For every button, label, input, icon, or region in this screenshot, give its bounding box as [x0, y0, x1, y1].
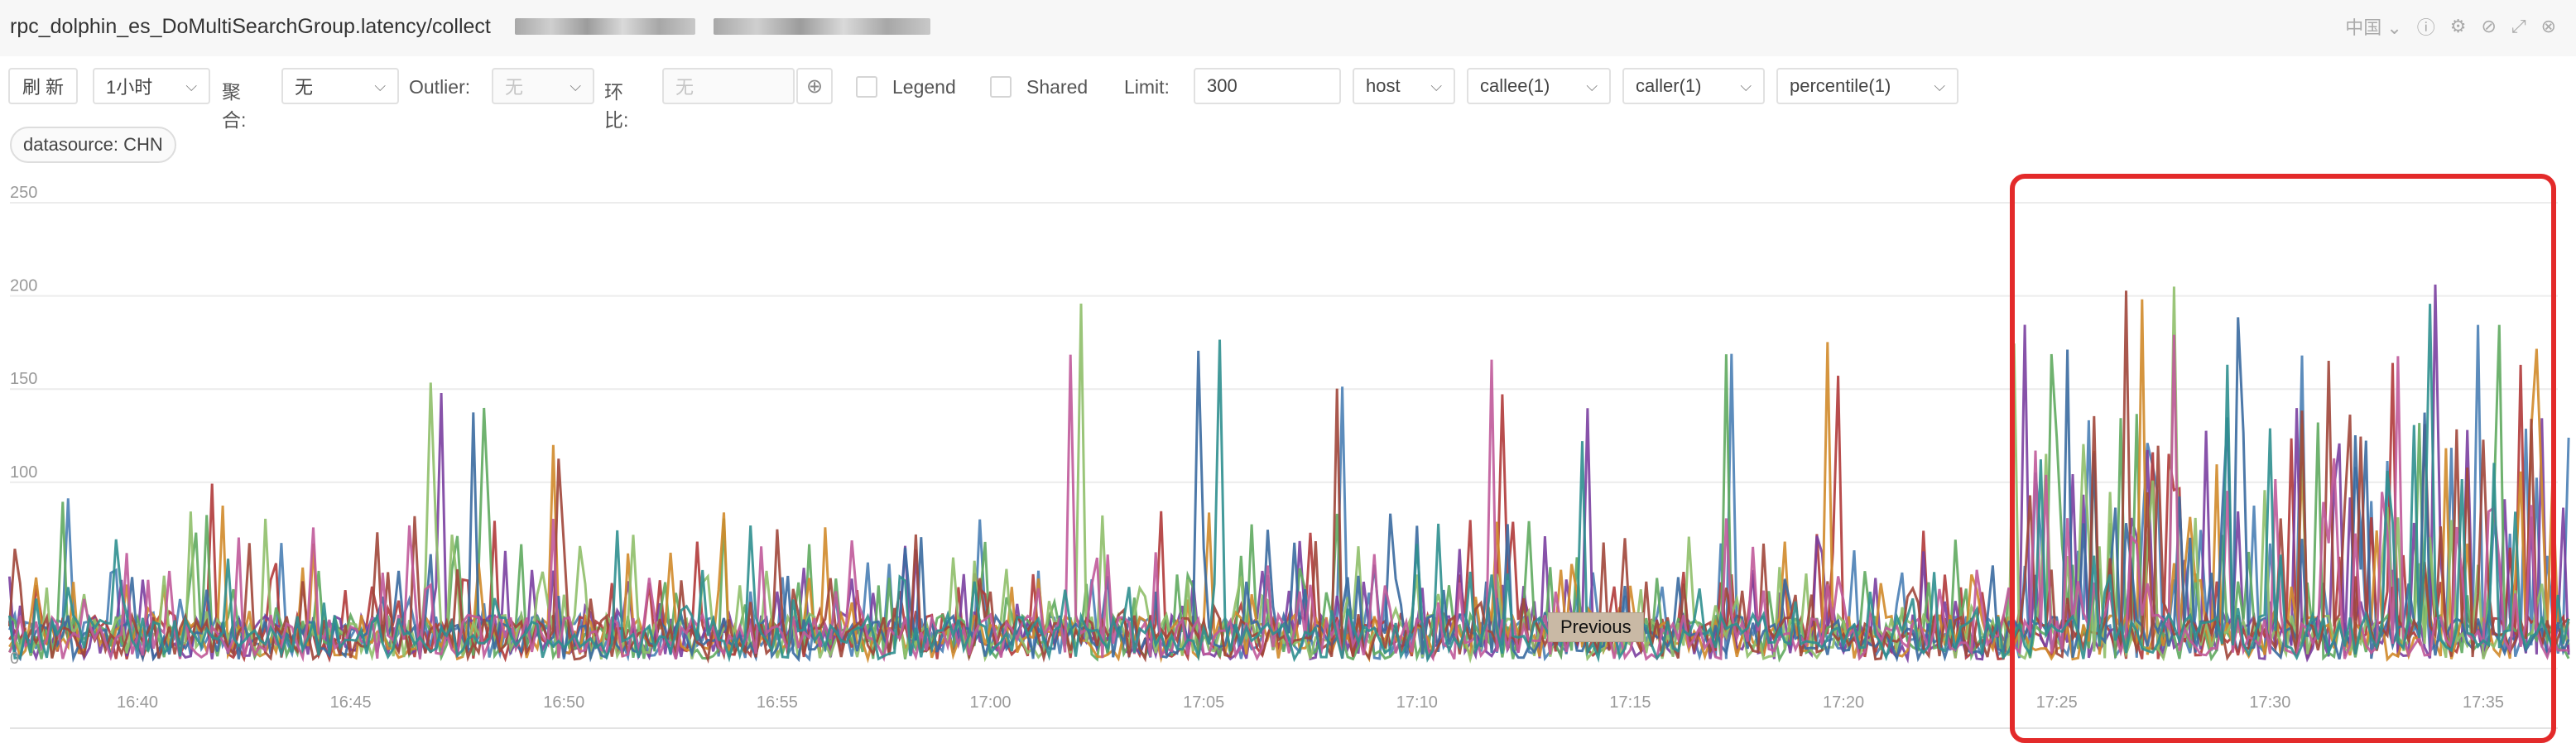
- x-tick-label: 17:15: [1609, 693, 1651, 712]
- filter-chip[interactable]: datasource: CHN: [10, 127, 176, 163]
- aggregation-label: 聚合:: [222, 81, 247, 131]
- x-tick-label: 17:35: [2463, 693, 2504, 712]
- chevron-down-icon: ⌵: [570, 77, 581, 94]
- y-tick-label: 150: [10, 370, 37, 388]
- chevron-down-icon: ⌵: [1740, 77, 1752, 94]
- limit-input[interactable]: 300: [1194, 68, 1341, 104]
- x-tick-label: 17:20: [1823, 693, 1864, 712]
- compare-input[interactable]: 无: [662, 68, 795, 104]
- series-line: [8, 334, 2569, 663]
- outlier-label: Outlier:: [409, 76, 471, 98]
- series-line: [7, 290, 2570, 664]
- chart-grid: [10, 202, 2558, 729]
- outlier-select[interactable]: 无 ⌵: [492, 68, 594, 104]
- outlier-value: 无: [505, 77, 524, 98]
- shared-checkbox[interactable]: [990, 76, 1012, 98]
- shared-label: Shared: [1026, 76, 1089, 98]
- redacted-text: [515, 18, 695, 35]
- chevron-down-icon: ⌵: [1934, 77, 1945, 94]
- y-tick-label: 100: [10, 463, 37, 482]
- previous-tooltip[interactable]: Previous: [1548, 612, 1644, 642]
- x-tick-label: 17:30: [2249, 693, 2290, 712]
- link-icon[interactable]: ⊘: [2481, 16, 2497, 36]
- x-tick-label: 17:25: [2036, 693, 2078, 712]
- limit-value: 300: [1207, 75, 1238, 96]
- x-axis: 16:40 16:45 16:50 16:55 17:00 17:05 17:10 17:15…: [117, 693, 2504, 712]
- y-tick-label: 200: [10, 277, 37, 295]
- expand-icon[interactable]: ⤢: [2511, 16, 2526, 36]
- redacted-text: [714, 18, 930, 35]
- percentile-select[interactable]: percentile(1) ⌵: [1776, 68, 1958, 104]
- x-tick-label: 16:55: [757, 693, 798, 712]
- aggregation-value: 无: [295, 77, 314, 98]
- x-tick-label: 16:45: [330, 693, 372, 712]
- compare-placeholder: 无: [675, 77, 694, 98]
- x-tick-label: 17:05: [1183, 693, 1224, 712]
- callee-select[interactable]: callee(1) ⌵: [1467, 68, 1611, 104]
- x-tick-label: 17:10: [1396, 693, 1438, 712]
- panel-title: rpc_dolphin_es_DoMultiSearchGroup.latenc…: [10, 15, 491, 38]
- close-icon[interactable]: ⊗: [2540, 16, 2556, 36]
- legend-checkbox[interactable]: [856, 76, 877, 98]
- chevron-down-icon: ⌵: [1430, 77, 1442, 94]
- panel-header: rpc_dolphin_es_DoMultiSearchGroup.latenc…: [0, 0, 2576, 56]
- callee-value: callee(1): [1480, 75, 1550, 96]
- host-value: host: [1366, 75, 1401, 96]
- highlight-box: [2010, 174, 2556, 743]
- caller-select[interactable]: caller(1) ⌵: [1622, 68, 1765, 104]
- gear-icon[interactable]: ⚙: [2449, 16, 2467, 36]
- x-tick-label: 16:40: [117, 693, 158, 712]
- x-tick-label: 16:50: [543, 693, 584, 712]
- x-tick-label: 17:00: [970, 693, 1012, 712]
- region-selector[interactable]: 中国 ⌄: [2345, 17, 2402, 38]
- y-axis: 250 200 150 100 0: [10, 184, 37, 668]
- add-compare-button[interactable]: ⊕: [796, 68, 833, 104]
- caller-value: caller(1): [1636, 75, 1702, 96]
- refresh-button[interactable]: 刷 新: [8, 68, 78, 104]
- chart-series: [7, 284, 2570, 664]
- y-tick-label: 250: [10, 184, 37, 202]
- chevron-down-icon: ⌵: [374, 77, 386, 94]
- info-icon[interactable]: ⓘ: [2416, 17, 2435, 38]
- time-range-value: 1小时: [106, 77, 153, 98]
- limit-label: Limit:: [1124, 76, 1170, 98]
- legend-label: Legend: [892, 76, 956, 98]
- series-line: [7, 304, 2570, 664]
- host-select[interactable]: host ⌵: [1353, 68, 1455, 104]
- chevron-down-icon: ⌵: [185, 77, 197, 94]
- aggregation-select[interactable]: 无 ⌵: [281, 68, 399, 104]
- compare-label: 环比:: [604, 81, 629, 131]
- header-actions: 中国 ⌄ ⓘ ⚙ ⊘ ⤢ ⊗: [2345, 13, 2556, 40]
- time-range-select[interactable]: 1小时 ⌵: [93, 68, 210, 104]
- percentile-value: percentile(1): [1790, 75, 1891, 96]
- y-tick-label: 0: [10, 650, 19, 668]
- chevron-down-icon: ⌵: [1586, 77, 1598, 94]
